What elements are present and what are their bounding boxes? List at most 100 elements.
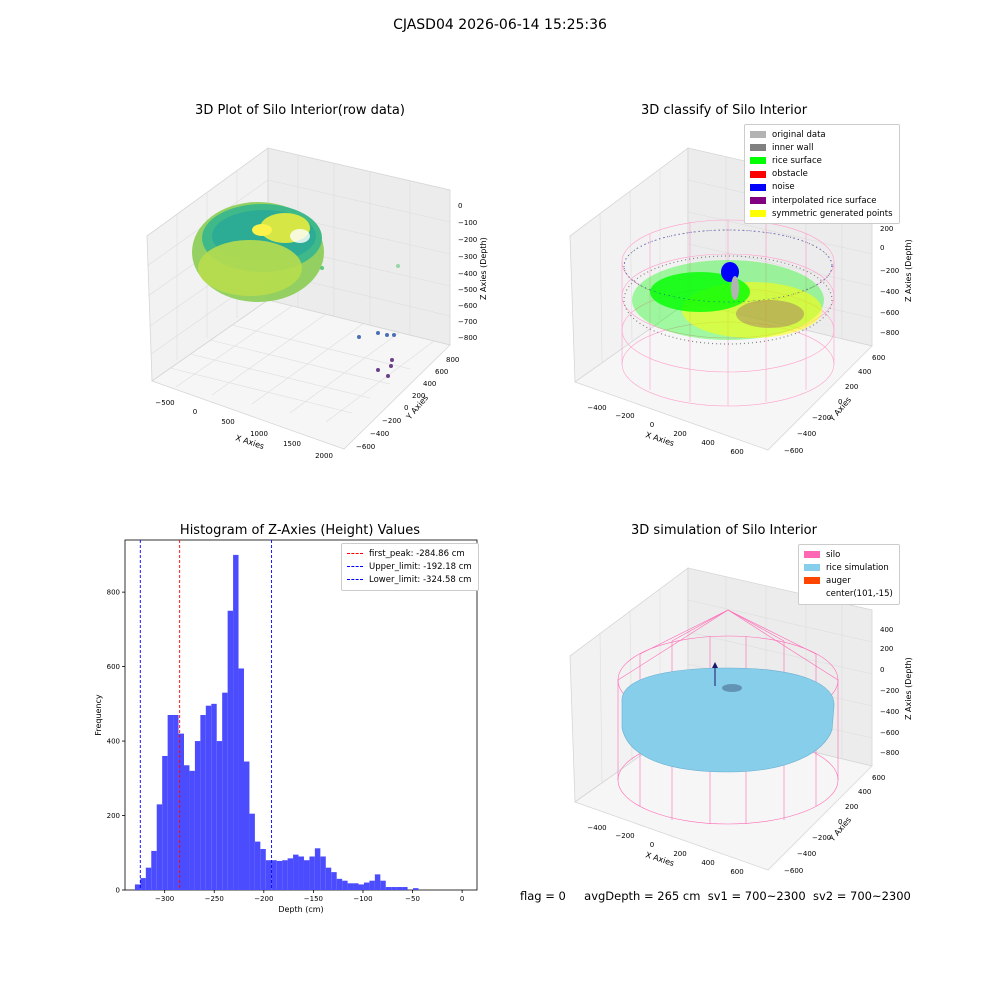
histogram-bar xyxy=(260,849,266,890)
cls-z-tick: −800 xyxy=(880,329,899,337)
raw-y-tick: 200 xyxy=(412,392,425,400)
histogram-bar xyxy=(233,554,239,890)
raw-y-tick: 0 xyxy=(404,404,408,412)
cls-z-label: Z Axies (Depth) xyxy=(904,239,913,302)
histogram-bar xyxy=(309,856,315,890)
raw-y-ticks: 800 600 400 200 0 −200 −400 −600 xyxy=(356,356,459,451)
raw-floor-pane xyxy=(151,299,451,450)
legend-label: symmetric generated points xyxy=(772,208,893,219)
histogram-bar xyxy=(342,880,348,890)
histogram-y-tick-label: 800 xyxy=(107,589,120,597)
sim-y-tick: 400 xyxy=(858,788,871,796)
legend-line xyxy=(347,566,363,568)
sim-z-tick: −800 xyxy=(880,749,899,757)
classify-legend: original data inner wall rice surface ob… xyxy=(744,124,900,225)
sim-x-tick: −200 xyxy=(615,832,634,840)
histogram-bar xyxy=(173,715,179,890)
legend-swatch xyxy=(750,183,766,191)
sim-z-tick: −200 xyxy=(880,687,899,695)
histogram-bar xyxy=(254,841,261,890)
sim-rice-surface xyxy=(621,667,835,773)
raw-x-tick: 2000 xyxy=(315,452,333,460)
histogram-y-tick-label: 0 xyxy=(116,887,120,895)
histogram-bar xyxy=(347,883,354,890)
raw-x-tick: 1000 xyxy=(250,430,268,438)
raw-x-tick: 500 xyxy=(221,418,234,426)
cls-points xyxy=(623,229,833,340)
cls-z-tick: −200 xyxy=(880,267,899,275)
cls-y-tick: 200 xyxy=(845,383,858,391)
histogram-bar xyxy=(178,733,184,890)
sim-z-tick: 400 xyxy=(880,626,893,634)
sim-y-tick: 600 xyxy=(872,774,885,782)
legend-swatch xyxy=(750,210,766,218)
raw-x-tick: 0 xyxy=(193,408,197,416)
histogram-x-tick-label: −100 xyxy=(353,895,372,903)
legend-entry-rice-surface: rice surface xyxy=(750,154,893,167)
raw-z-tick: −400 xyxy=(458,270,477,278)
histogram-bar xyxy=(298,856,304,890)
cls-z-tick: 200 xyxy=(880,225,893,233)
histogram-bar xyxy=(238,668,244,890)
sim-z-tick: −400 xyxy=(880,708,899,716)
legend-entry-first-peak: first_peak: -284.86 cm xyxy=(347,547,472,560)
legend-entry-inner-wall: inner wall xyxy=(750,141,893,154)
sim-z-tick: 0 xyxy=(880,666,884,674)
sim-z-tick: −600 xyxy=(880,729,899,737)
legend-label: inner wall xyxy=(772,142,814,153)
sim-z-tick: 200 xyxy=(880,645,893,653)
histogram-bar xyxy=(396,887,403,890)
raw-y-tick: 400 xyxy=(423,380,436,388)
sim-z-ticks: 400 200 0 −200 −400 −600 −800 xyxy=(880,626,899,757)
legend-label: original data xyxy=(772,129,826,140)
raw-z-tick: −300 xyxy=(458,253,477,261)
histogram-bar xyxy=(276,860,283,890)
raw-z-tick: −200 xyxy=(458,236,477,244)
histogram-bar xyxy=(320,856,326,890)
legend-line xyxy=(347,579,363,581)
legend-entry-upper-limit: Upper_limit: -192.18 cm xyxy=(347,560,472,573)
sim-x-tick: 600 xyxy=(730,868,743,876)
histogram-x-tick-label: −150 xyxy=(304,895,323,903)
legend-swatch-empty xyxy=(804,591,820,598)
cls-y-tick: −400 xyxy=(797,430,816,438)
legend-entry-auger: auger xyxy=(804,574,893,587)
histogram-y-label: Frequency xyxy=(94,694,103,736)
sim-y-tick: −600 xyxy=(784,867,803,875)
histogram-bars xyxy=(134,554,419,890)
cls-x-tick: −400 xyxy=(587,404,606,412)
sim-x-ticks: −400 −200 0 200 400 600 xyxy=(587,824,743,876)
legend-line xyxy=(347,553,363,555)
histogram-bar xyxy=(243,761,250,890)
legend-label: Upper_limit: -192.18 cm xyxy=(369,561,472,572)
flag-text: flag = 0 xyxy=(520,889,566,903)
histogram-bar xyxy=(140,878,146,890)
histogram-bar xyxy=(200,715,206,890)
simulation-plot-title: 3D simulation of Silo Interior xyxy=(631,523,817,538)
histogram-bar xyxy=(134,884,141,890)
classify-plot-title: 3D classify of Silo Interior xyxy=(640,103,808,118)
raw-point-cloud xyxy=(192,202,400,378)
histogram-bar xyxy=(216,741,223,890)
histogram-bar xyxy=(151,850,157,890)
legend-label: obstacle xyxy=(772,169,808,180)
sim-y-tick: −200 xyxy=(812,834,831,842)
legend-label: Lower_limit: -324.58 cm xyxy=(369,574,472,585)
avg-depth-text: avgDepth = 265 cm xyxy=(584,889,701,903)
sim-x-tick: −400 xyxy=(587,824,606,832)
raw-y-tick: 800 xyxy=(446,356,459,364)
raw-y-tick: −200 xyxy=(382,417,401,425)
legend-label: interpolated rice surface xyxy=(772,195,877,206)
histogram-bar xyxy=(222,692,228,890)
legend-label: rice simulation xyxy=(826,562,889,573)
raw-z-tick: −800 xyxy=(458,334,477,342)
histogram-vlines xyxy=(139,540,273,890)
cls-y-ticks: 600 400 200 0 −200 −400 −600 xyxy=(784,354,885,455)
raw-z-label: Z Axies (Depth) xyxy=(479,237,488,300)
cls-y-tick: 600 xyxy=(872,354,885,362)
histogram-bar xyxy=(183,765,190,890)
cls-x-ticks: −400 −200 0 200 400 600 xyxy=(587,404,743,456)
cls-x-tick: 400 xyxy=(701,439,714,447)
